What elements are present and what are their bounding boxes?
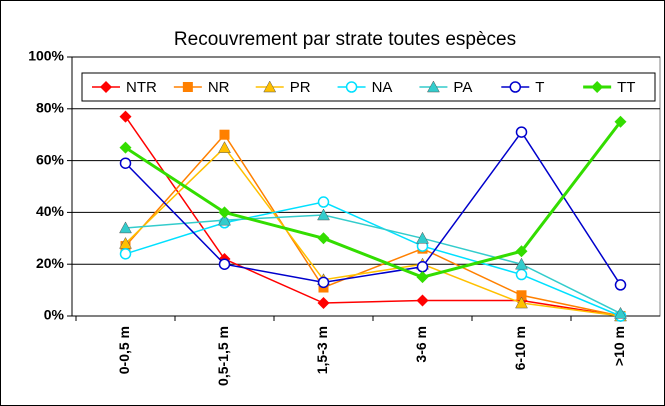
legend-label: TT: [617, 79, 635, 96]
data-point: [614, 306, 627, 319]
series-line: [124, 146, 621, 317]
y-tick-label: 40%: [36, 203, 65, 219]
y-tick-label: 20%: [36, 255, 65, 271]
legend-marker: [182, 82, 193, 92]
legend-marker: [427, 80, 440, 93]
data-point: [416, 231, 429, 244]
legend-label: T: [535, 79, 544, 96]
data-point: [317, 297, 330, 310]
y-tick-label: 0%: [44, 307, 65, 323]
data-point: [218, 258, 231, 270]
data-point: [515, 296, 528, 309]
x-tick-label: 6-10 m: [512, 326, 528, 370]
legend-marker: [509, 81, 522, 93]
data-point: [119, 141, 132, 154]
series-line: [124, 133, 621, 317]
data-point: [219, 129, 230, 140]
x-tick-label: 0,5-1,5 m: [215, 326, 231, 386]
data-point: [614, 115, 627, 128]
data-point: [317, 208, 330, 221]
data-point: [119, 110, 132, 123]
data-point: [218, 206, 231, 219]
legend-label: NTR: [126, 79, 157, 96]
legend: [81, 72, 656, 102]
data-point: [119, 221, 132, 234]
series-line: [124, 116, 621, 317]
legend-label: NR: [208, 79, 230, 96]
data-point: [119, 248, 132, 260]
data-point: [218, 141, 231, 153]
legend-marker: [263, 80, 277, 93]
data-point: [416, 261, 429, 273]
legend-label: NA: [372, 79, 393, 96]
x-tick-label: 3-6 m: [413, 326, 429, 363]
y-tick-label: 80%: [36, 100, 65, 116]
series-line: [125, 201, 621, 317]
legend-label: PR: [290, 79, 311, 96]
data-point: [119, 157, 132, 169]
x-tick-label: >10 m: [611, 326, 627, 366]
data-point: [515, 257, 528, 270]
data-point: [516, 290, 527, 301]
data-point: [515, 126, 528, 138]
legend-marker: [100, 81, 112, 93]
data-point: [515, 268, 528, 281]
x-tick-label: 0-0,5 m: [116, 326, 132, 374]
data-point: [218, 213, 231, 226]
y-tick-label: 60%: [36, 151, 65, 167]
legend-marker: [345, 81, 358, 93]
legend-marker: [591, 81, 604, 93]
data-point: [515, 245, 528, 258]
series-line: [125, 214, 621, 315]
data-point: [317, 196, 330, 208]
x-tick-label: 1,5-3 m: [314, 326, 330, 374]
data-point: [416, 294, 429, 307]
series-line: [124, 120, 622, 279]
y-tick-label: 100%: [28, 48, 64, 64]
data-point: [317, 276, 330, 289]
data-point: [317, 232, 330, 245]
series-line: [124, 130, 622, 286]
data-point: [416, 271, 429, 284]
data-point: [614, 279, 627, 291]
legend-label: PA: [453, 79, 472, 96]
chart-title: Recouvrement par strate toutes espèces: [174, 29, 516, 50]
